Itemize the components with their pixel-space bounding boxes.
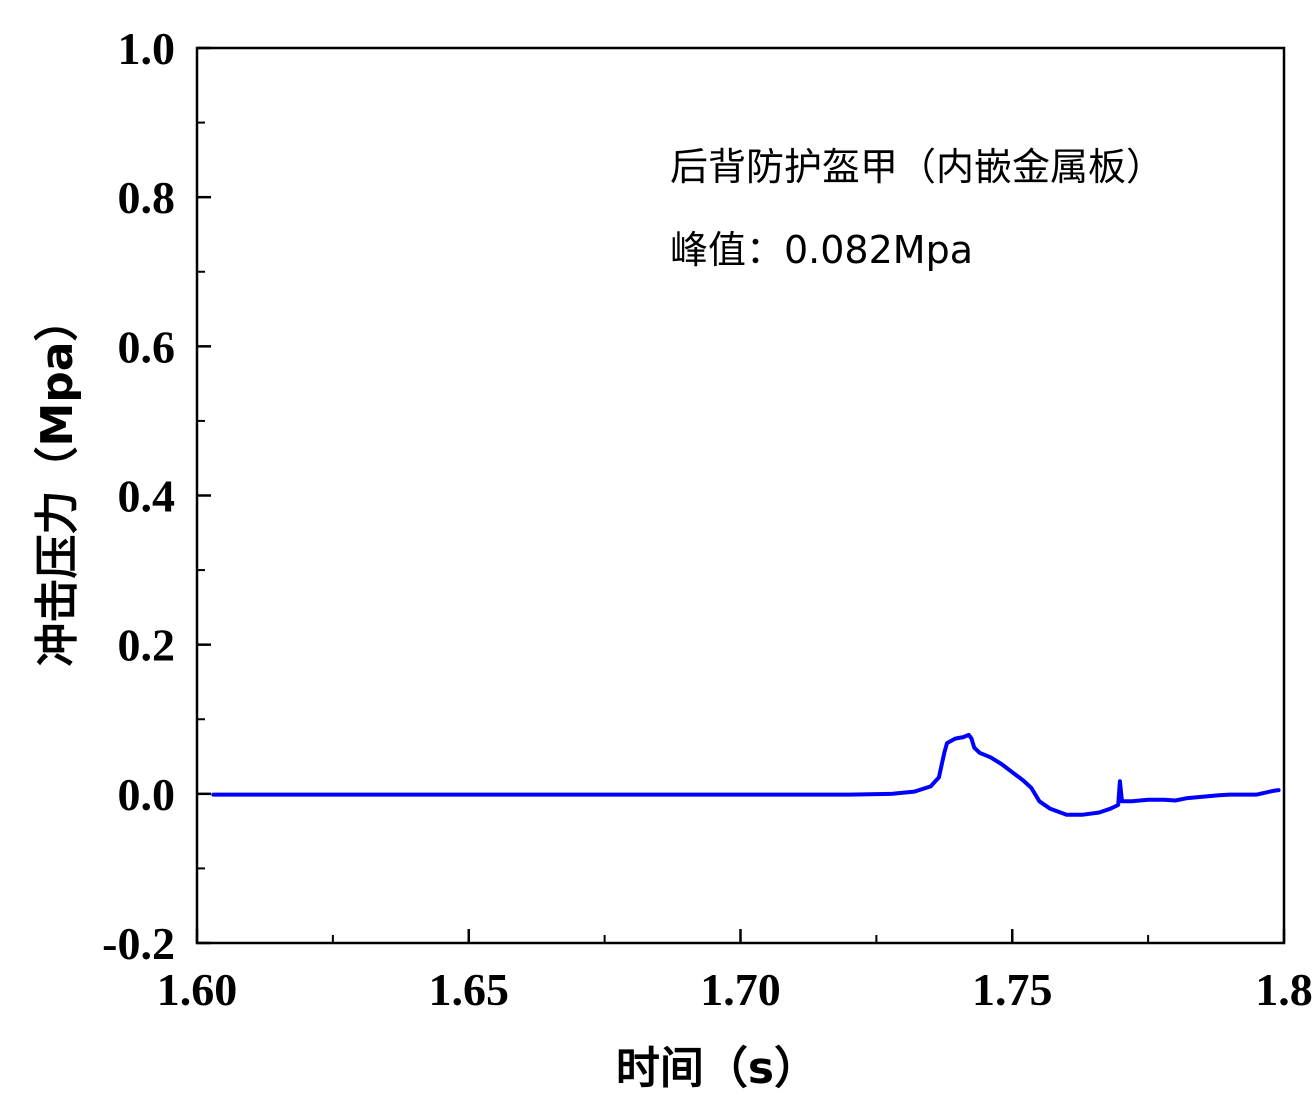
series-layer (211, 732, 1281, 817)
annotation-title: 后背防护盔甲（内嵌金属板） (670, 145, 1164, 189)
x-tick-label: 1.8 (1255, 964, 1313, 1015)
y-axis-title: 冲击压力（Mpa） (32, 298, 83, 667)
x-axis-title: 时间（s） (616, 1043, 818, 1094)
series-line (211, 732, 1281, 817)
y-tick-label: 1.0 (118, 23, 176, 74)
plot-frame (195, 46, 1286, 945)
y-tick-label: 0.0 (118, 769, 176, 820)
y-tick-label: 0.2 (118, 620, 176, 671)
y-tick-label: -0.2 (102, 918, 175, 969)
x-tick-label: 1.75 (972, 964, 1053, 1015)
y-tick-label: 0.4 (118, 471, 176, 522)
x-tick-label: 1.60 (157, 964, 238, 1015)
y-tick-label: 0.6 (118, 321, 176, 372)
labels-layer: -0.2 0.0 0.2 0.4 0.6 0.8 1.0 1.60 1.65 1.70 1.75 1.… (102, 23, 1313, 1015)
annotation-peak: 峰值：0.082Mpa (670, 228, 973, 272)
y-tick-label: 0.8 (118, 172, 176, 223)
x-tick-label: 1.70 (700, 964, 781, 1015)
x-tick-label: 1.65 (429, 964, 510, 1015)
